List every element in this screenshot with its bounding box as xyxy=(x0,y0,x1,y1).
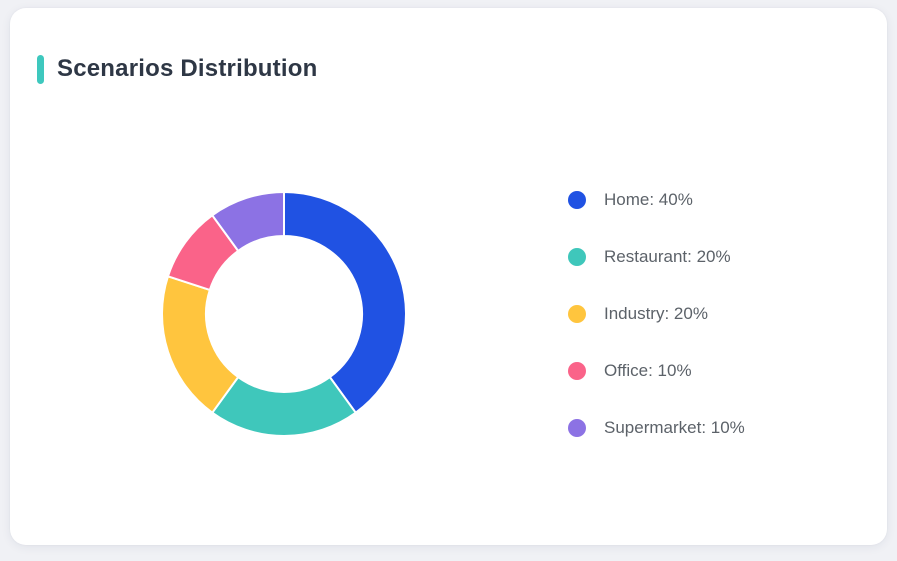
legend-dot-icon xyxy=(568,305,586,323)
donut-slice-home[interactable] xyxy=(283,191,407,414)
donut-slice-supermarket[interactable] xyxy=(211,191,285,252)
legend-label: Supermarket: 10% xyxy=(604,418,745,437)
donut-chart xyxy=(161,191,407,437)
legend-label: Office: 10% xyxy=(604,361,692,380)
donut-chart-container xyxy=(144,174,424,454)
card-header: Scenarios Distribution xyxy=(37,54,317,84)
title-accent-bar xyxy=(37,54,44,84)
scenarios-distribution-card: Scenarios Distribution Home: 40% Restaura… xyxy=(10,8,887,545)
legend-item-industry[interactable]: Industry: 20% xyxy=(568,302,745,326)
legend-dot-icon xyxy=(568,419,586,437)
donut-slice-industry[interactable] xyxy=(161,275,240,414)
legend-item-home[interactable]: Home: 40% xyxy=(568,188,745,212)
legend-item-supermarket[interactable]: Supermarket: 10% xyxy=(568,416,745,440)
donut-slice-restaurant[interactable] xyxy=(211,376,357,437)
legend-dot-icon xyxy=(568,191,586,209)
legend-label: Industry: 20% xyxy=(604,304,708,323)
legend-label: Restaurant: 20% xyxy=(604,247,731,266)
chart-legend: Home: 40% Restaurant: 20% Industry: 20% Off… xyxy=(568,188,745,440)
legend-item-restaurant[interactable]: Restaurant: 20% xyxy=(568,245,745,269)
legend-label: Home: 40% xyxy=(604,190,693,209)
legend-item-office[interactable]: Office: 10% xyxy=(568,359,745,383)
page-title: Scenarios Distribution xyxy=(57,55,318,82)
legend-dot-icon xyxy=(568,248,586,266)
legend-dot-icon xyxy=(568,362,586,380)
